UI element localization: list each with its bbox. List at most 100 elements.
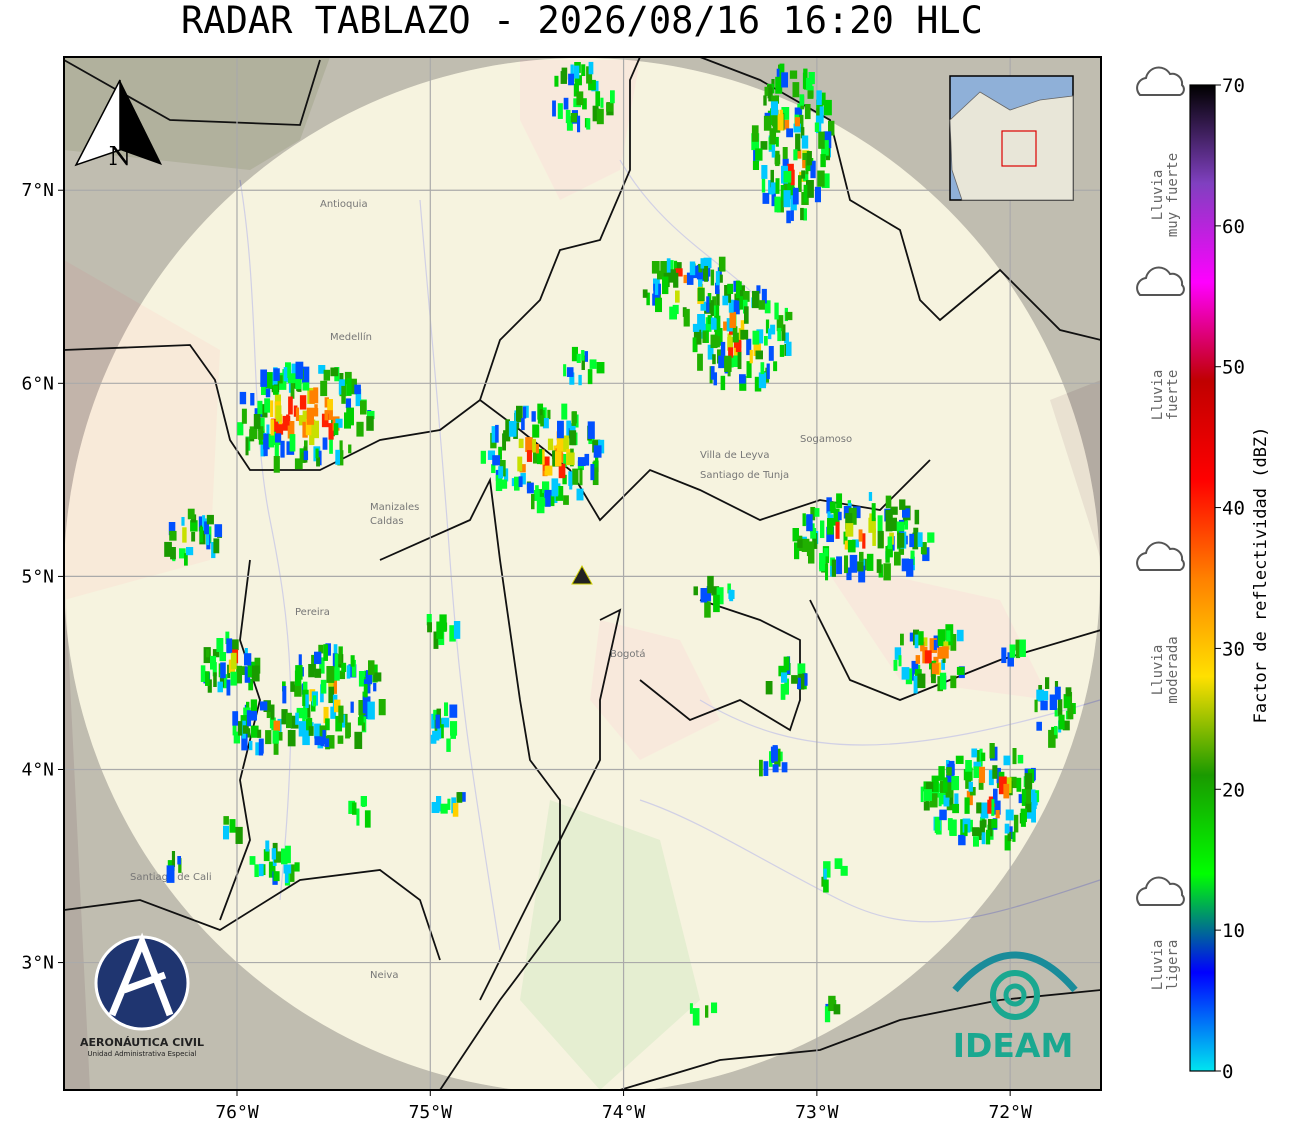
- y-tick-label: 5°N: [21, 566, 54, 587]
- echo-cell: [692, 337, 698, 353]
- echo-cell: [366, 416, 374, 431]
- region: [520, 800, 700, 1090]
- echo-cell: [958, 834, 966, 846]
- echo-cell: [917, 532, 923, 547]
- rain-label: Lluviafuerte: [1150, 370, 1181, 421]
- echo-cell: [718, 355, 726, 369]
- echo-cell: [710, 334, 718, 349]
- echo-cell: [1026, 810, 1033, 819]
- echo-cell: [737, 285, 745, 301]
- echo-cell: [258, 738, 264, 756]
- echo-cell: [551, 478, 559, 497]
- echo-cell: [933, 639, 937, 651]
- echo-cell: [772, 109, 779, 127]
- echo-cell: [278, 375, 283, 384]
- echo-cell: [302, 421, 308, 438]
- echo-cell: [798, 175, 802, 192]
- echo-cell: [199, 526, 203, 543]
- echo-cell: [431, 713, 437, 729]
- echo-cell: [263, 849, 270, 862]
- echo-cell: [988, 770, 994, 786]
- echo-cell: [1048, 729, 1056, 748]
- echo-cell: [544, 494, 551, 507]
- echo-cell: [1026, 787, 1031, 804]
- ideam-logo: IDEAM: [952, 951, 1078, 1065]
- echo-cell: [264, 398, 271, 413]
- echo-cell: [706, 296, 710, 313]
- echo-cell: [352, 802, 357, 815]
- echo-cell: [517, 456, 523, 472]
- echo-cell: [191, 531, 196, 542]
- echo-cell: [739, 374, 746, 384]
- echo-cell: [555, 486, 564, 501]
- echo-cell: [838, 511, 842, 521]
- echo-cell: [713, 305, 718, 316]
- echo-cell: [853, 506, 861, 519]
- echo-cell: [439, 614, 447, 632]
- rain-label-line: Lluvia: [1150, 645, 1166, 696]
- echo-cell: [330, 367, 339, 377]
- echo-cell: [266, 424, 270, 437]
- echo-cell: [849, 554, 858, 573]
- echo-cell: [250, 699, 258, 718]
- echo-cell: [793, 149, 798, 161]
- echo-cell: [539, 409, 543, 421]
- echo-cell: [660, 261, 669, 273]
- echo-cell: [232, 711, 239, 726]
- echo-cell: [205, 531, 210, 546]
- echo-cell: [923, 801, 930, 811]
- echo-cell: [906, 558, 914, 577]
- echo-cell: [305, 694, 309, 709]
- echo-cell: [775, 178, 780, 194]
- echo-cell: [177, 856, 182, 865]
- echo-cell: [1036, 721, 1042, 731]
- echo-cell: [210, 655, 217, 670]
- echo-cell: [360, 796, 367, 807]
- echo-cell: [367, 701, 375, 720]
- echo-cell: [783, 119, 790, 130]
- echo-cell: [244, 666, 251, 683]
- echo-cell: [697, 353, 703, 371]
- echo-cell: [976, 802, 982, 814]
- echo-cell: [298, 721, 307, 737]
- echo-cell: [299, 395, 307, 410]
- echo-cell: [312, 695, 317, 707]
- echo-cell: [955, 755, 964, 764]
- echo-cell: [577, 457, 586, 467]
- echo-cell: [707, 575, 714, 594]
- echo-cell: [561, 403, 568, 420]
- echo-cell: [544, 465, 553, 476]
- echo-cell: [706, 586, 712, 602]
- echo-cell: [807, 90, 814, 99]
- echo-cell: [324, 410, 329, 421]
- echo-cell: [704, 264, 709, 282]
- echo-cell: [357, 717, 364, 726]
- echo-cell: [348, 444, 352, 454]
- echo-cell: [729, 311, 736, 328]
- place-label: Villa de Leyva: [700, 450, 769, 461]
- echo-cell: [1054, 726, 1058, 735]
- echo-cell: [797, 663, 806, 679]
- echo-cell: [248, 678, 254, 691]
- echo-cell: [780, 683, 786, 700]
- arrow-half: [120, 80, 162, 165]
- echo-cell: [600, 97, 604, 108]
- echo-cell: [557, 103, 563, 119]
- echo-cell: [902, 508, 910, 518]
- echo-cell: [323, 644, 328, 661]
- echo-cell: [799, 114, 804, 129]
- echo-cell: [328, 423, 334, 440]
- echo-cell: [287, 730, 296, 747]
- echo-cell: [697, 314, 706, 330]
- echo-cell: [273, 385, 278, 395]
- echo-cell: [492, 455, 501, 466]
- echo-cell: [586, 118, 591, 130]
- inset-extent: [1001, 130, 1037, 167]
- echo-cell: [427, 622, 432, 633]
- echo-cell: [749, 349, 753, 364]
- echo-cell: [335, 449, 341, 465]
- echo-cell: [249, 856, 256, 865]
- echo-cell: [164, 541, 172, 557]
- echo-cell: [985, 829, 991, 845]
- place-label: Antioquia: [320, 199, 368, 210]
